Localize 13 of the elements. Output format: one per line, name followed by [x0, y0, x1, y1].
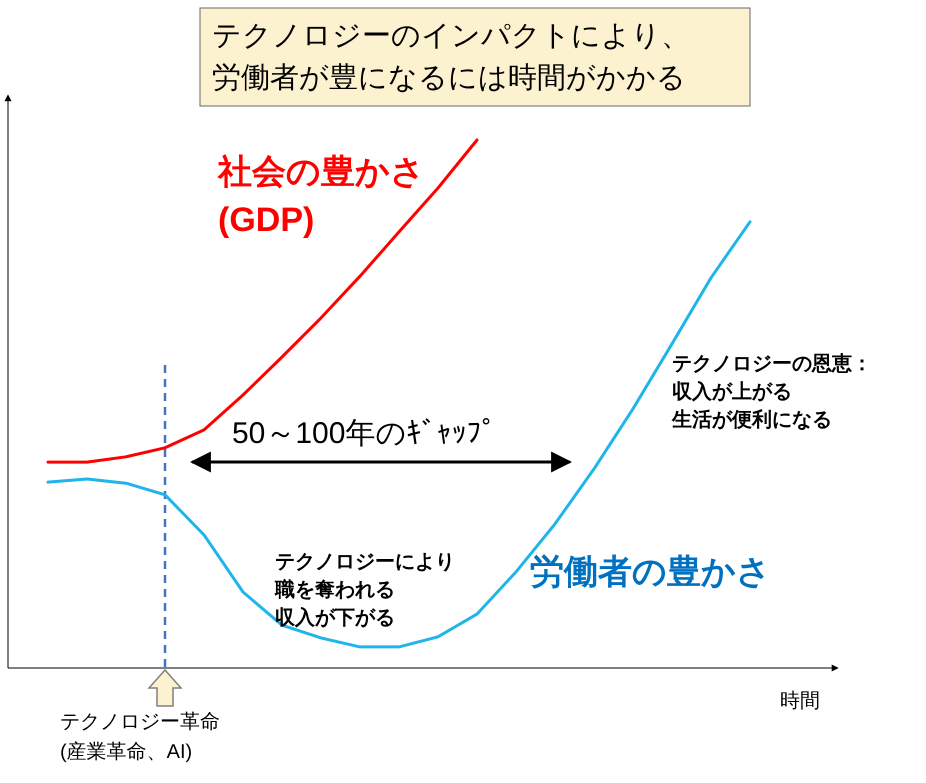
series-label: 社会の豊かさ (GDP) [217, 153, 425, 239]
series-label: 労働者の豊かさ [530, 553, 771, 591]
annotation: 収入が下がる [275, 606, 395, 629]
annotation: テクノロジーにより [275, 551, 455, 573]
chart-subtitle: 労働者が豊になるには時間がかかる [212, 62, 686, 94]
annotation: 職を奪われる [274, 578, 395, 601]
annotation: 50～100年のｷﾞｬｯﾌﾟ [232, 417, 496, 450]
chart-title: テクノロジーのインパクトにより、 [212, 20, 690, 52]
annotation: テクノロジーの恩恵： [672, 353, 872, 375]
x-axis-title: 時間 [780, 690, 820, 712]
annotation: 収入が上がる [672, 380, 792, 403]
annotation: 生活が便利になる [671, 408, 832, 431]
text: テクノロジー革命 (産業革命、AI) [60, 711, 220, 763]
